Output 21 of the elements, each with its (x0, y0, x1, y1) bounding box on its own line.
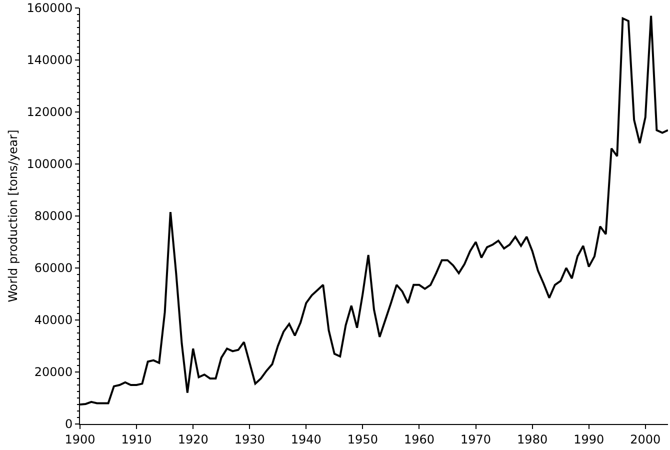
x-tick-label: 1940 (290, 432, 322, 446)
y-tick-label: 0 (64, 417, 73, 432)
x-tick-label: 1910 (121, 432, 152, 446)
x-tick-label: 1960 (404, 432, 435, 446)
y-tick-label: 40000 (34, 313, 73, 328)
y-tick-label: 20000 (34, 365, 73, 380)
y-tick-label: 60000 (34, 261, 73, 276)
x-tick-label: 1900 (64, 432, 96, 446)
x-tick-label: 1930 (234, 432, 265, 446)
y-tick-label: 120000 (26, 105, 73, 120)
x-tick-label: 1990 (574, 432, 604, 446)
y-tick-label: 80000 (34, 209, 73, 224)
x-tick-label: 1950 (347, 432, 378, 446)
y-tick-label: 160000 (26, 1, 73, 16)
x-tick-label: 2000 (630, 432, 661, 446)
y-tick-label: 100000 (26, 157, 73, 172)
x-tick-label: 1970 (460, 432, 492, 446)
x-tick-label: 1920 (178, 432, 208, 446)
y-tick-label: 140000 (26, 53, 73, 68)
y-axis-title: World production [tons/year] (6, 130, 20, 302)
x-tick-label: 1980 (517, 432, 548, 446)
